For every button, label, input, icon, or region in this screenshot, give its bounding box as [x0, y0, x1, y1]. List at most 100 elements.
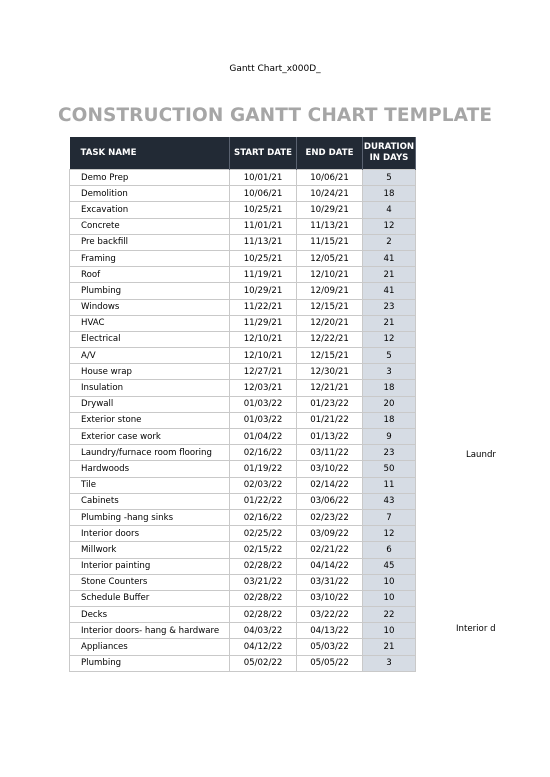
table-row: Exterior case work 01/04/22 01/13/22 9: [69, 427, 416, 446]
start-date-cell: 02/16/22: [229, 508, 297, 527]
duration-cell: 18: [362, 185, 416, 203]
task-name-cell: Plumbing: [69, 654, 230, 672]
task-name-cell: Appliances: [69, 638, 230, 656]
duration-cell: 18: [362, 411, 416, 430]
end-date-cell: 05/05/22: [296, 654, 363, 672]
start-date-cell: 02/28/22: [229, 589, 297, 608]
start-date-cell: 11/29/21: [229, 314, 297, 332]
column-header-duration: DURATION IN DAYS: [362, 137, 416, 170]
task-name-cell: Excavation: [69, 201, 230, 219]
end-date-cell: 05/03/22: [296, 638, 363, 656]
table-row: Interior doors- hang & hardware 04/03/22 0…: [69, 622, 416, 640]
start-date-cell: 12/10/21: [229, 347, 297, 365]
table-row: Plumbing -hang sinks 02/16/22 02/23/22 7: [69, 508, 416, 527]
start-date-cell: 11/01/21: [229, 217, 297, 235]
start-date-cell: 10/29/21: [229, 282, 297, 300]
duration-cell: 22: [362, 606, 416, 624]
start-date-cell: 02/25/22: [229, 525, 297, 543]
end-date-cell: 12/15/21: [296, 347, 363, 365]
duration-cell: 21: [362, 314, 416, 332]
duration-cell: 10: [362, 622, 416, 640]
end-date-cell: 03/06/22: [296, 492, 363, 510]
duration-cell: 3: [362, 654, 416, 672]
task-name-cell: HVAC: [69, 314, 230, 332]
duration-cell: 41: [362, 282, 416, 300]
table-row: Concrete 11/01/21 11/13/21 12: [69, 217, 416, 235]
table-row: Plumbing 10/29/21 12/09/21 41: [69, 282, 416, 300]
task-name-cell: Stone Counters: [69, 573, 230, 591]
task-name-cell: Plumbing -hang sinks: [69, 508, 230, 527]
task-name-cell: Demolition: [69, 185, 230, 203]
table-row: House wrap 12/27/21 12/30/21 3: [69, 363, 416, 381]
table-row: Windows 11/22/21 12/15/21 23: [69, 298, 416, 316]
duration-cell: 41: [362, 249, 416, 268]
task-name-cell: Drywall: [69, 395, 230, 413]
task-name-cell: Decks: [69, 606, 230, 624]
table-row: Interior painting 02/28/22 04/14/22 45: [69, 557, 416, 575]
end-date-cell: 03/09/22: [296, 525, 363, 543]
task-name-cell: Concrete: [69, 217, 230, 235]
start-date-cell: 02/28/22: [229, 557, 297, 575]
duration-cell: 21: [362, 638, 416, 656]
table-row: Schedule Buffer 02/28/22 03/10/22 10: [69, 589, 416, 608]
table-row: Roof 11/19/21 12/10/21 21: [69, 266, 416, 284]
column-header-end-date: END DATE: [296, 137, 363, 170]
duration-cell: 9: [362, 427, 416, 446]
end-date-cell: 12/20/21: [296, 314, 363, 332]
start-date-cell: 11/13/21: [229, 233, 297, 251]
table-row: Electrical 12/10/21 12/22/21 12: [69, 330, 416, 349]
end-date-cell: 10/29/21: [296, 201, 363, 219]
end-date-cell: 01/23/22: [296, 395, 363, 413]
task-name-cell: Interior painting: [69, 557, 230, 575]
table-row: Laundry/furnace room flooring 02/16/22 03/…: [69, 444, 416, 462]
task-name-cell: Laundry/furnace room flooring: [69, 444, 230, 462]
start-date-cell: 05/02/22: [229, 654, 297, 672]
end-date-cell: 01/13/22: [296, 427, 363, 446]
task-name-cell: Plumbing: [69, 282, 230, 300]
start-date-cell: 12/10/21: [229, 330, 297, 349]
task-name-cell: Exterior stone: [69, 411, 230, 430]
column-header-task-name: TASK NAME: [69, 137, 230, 170]
start-date-cell: 01/22/22: [229, 492, 297, 510]
task-name-cell: Interior doors: [69, 525, 230, 543]
end-date-cell: 03/10/22: [296, 589, 363, 608]
start-date-cell: 10/25/21: [229, 201, 297, 219]
end-date-cell: 01/21/22: [296, 411, 363, 430]
end-date-cell: 12/21/21: [296, 379, 363, 397]
start-date-cell: 01/04/22: [229, 427, 297, 446]
task-name-cell: Roof: [69, 266, 230, 284]
duration-cell: 12: [362, 330, 416, 349]
duration-cell: 12: [362, 525, 416, 543]
column-header-start-date: START DATE: [229, 137, 297, 170]
task-name-cell: Electrical: [69, 330, 230, 349]
end-date-cell: 12/05/21: [296, 249, 363, 268]
end-date-cell: 12/30/21: [296, 363, 363, 381]
table-row: Stone Counters 03/21/22 03/31/22 10: [69, 573, 416, 591]
table-row: Millwork 02/15/22 02/21/22 6: [69, 541, 416, 559]
end-date-cell: 04/13/22: [296, 622, 363, 640]
end-date-cell: 12/09/21: [296, 282, 363, 300]
start-date-cell: 10/25/21: [229, 249, 297, 268]
table-row: Decks 02/28/22 03/22/22 22: [69, 606, 416, 624]
end-date-cell: 02/21/22: [296, 541, 363, 559]
start-date-cell: 02/28/22: [229, 606, 297, 624]
end-date-cell: 02/14/22: [296, 476, 363, 494]
task-name-cell: Schedule Buffer: [69, 589, 230, 608]
start-date-cell: 02/16/22: [229, 444, 297, 462]
end-date-cell: 03/22/22: [296, 606, 363, 624]
table-row: Pre backfill 11/13/21 11/15/21 2: [69, 233, 416, 251]
start-date-cell: 04/03/22: [229, 622, 297, 640]
table-row: Interior doors 02/25/22 03/09/22 12: [69, 525, 416, 543]
table-row: Plumbing 05/02/22 05/05/22 3: [69, 654, 416, 672]
duration-cell: 21: [362, 266, 416, 284]
end-date-cell: 11/15/21: [296, 233, 363, 251]
end-date-cell: 02/23/22: [296, 508, 363, 527]
table-row: A/V 12/10/21 12/15/21 5: [69, 347, 416, 365]
end-date-cell: 12/22/21: [296, 330, 363, 349]
table-row: Drywall 01/03/22 01/23/22 20: [69, 395, 416, 413]
duration-cell: 5: [362, 347, 416, 365]
end-date-cell: 03/10/22: [296, 460, 363, 478]
start-date-cell: 01/03/22: [229, 411, 297, 430]
page-header: Gantt Chart_x000D_: [229, 64, 321, 74]
start-date-cell: 10/06/21: [229, 185, 297, 203]
